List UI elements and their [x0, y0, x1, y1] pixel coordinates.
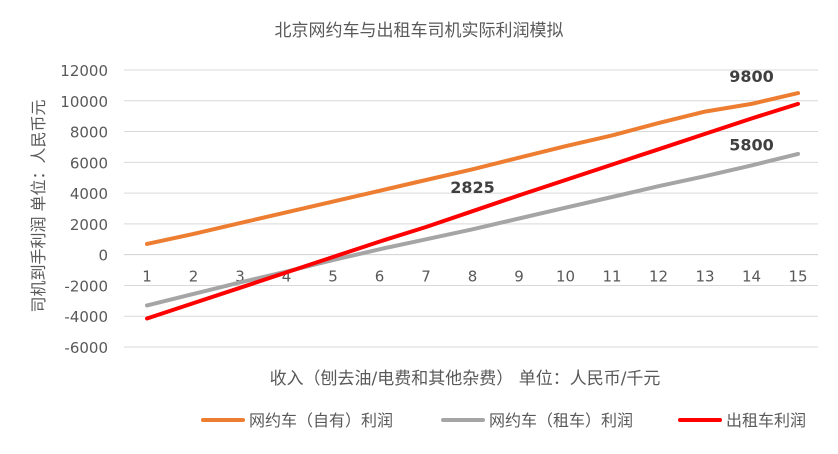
y-tick-label: 12000	[60, 62, 108, 80]
x-tick-label: 14	[742, 268, 761, 286]
x-tick-label: 3	[235, 268, 245, 286]
legend: 网约车（自有）利润 网约车（租车）利润 出租车利润	[201, 411, 806, 430]
x-tick-label: 8	[468, 268, 478, 286]
y-tick-label: -6000	[64, 339, 108, 357]
y-axis-ticks: -6000 -4000 -2000 0 2000 4000 6000 8000 10000 120…	[60, 62, 108, 357]
data-label: 5800	[729, 135, 774, 154]
y-tick-label: 4000	[70, 185, 108, 203]
data-label: 9800	[729, 67, 774, 86]
series-line-1	[145, 91, 800, 246]
x-tick-label: 10	[556, 268, 575, 286]
x-tick-label: 9	[514, 268, 524, 286]
x-tick-label: 5	[328, 268, 338, 286]
x-tick-label: 1	[142, 268, 152, 286]
x-tick-label: 4	[282, 268, 292, 286]
series-line-2	[145, 151, 800, 308]
y-tick-label: -2000	[64, 277, 108, 295]
data-labels: 9800 5800 2825	[450, 67, 774, 197]
legend-label: 网约车（租车）利润	[489, 411, 633, 430]
y-tick-label: -4000	[64, 308, 108, 326]
x-tick-label: 15	[788, 268, 807, 286]
x-axis-label: 收入（刨去油/电费和其他杂费） 单位：人民币/千元	[270, 369, 661, 389]
series-lines	[145, 91, 800, 321]
x-tick-label: 2	[189, 268, 199, 286]
x-tick-label: 13	[695, 268, 714, 286]
legend-label: 网约车（自有）利润	[249, 411, 393, 430]
gridlines	[124, 69, 818, 348]
x-tick-label: 6	[375, 268, 385, 286]
y-tick-label: 6000	[70, 154, 108, 172]
legend-label: 出租车利润	[726, 411, 806, 430]
x-tick-label: 7	[421, 268, 431, 286]
data-label: 2825	[450, 178, 495, 197]
y-tick-label: 8000	[70, 124, 108, 142]
y-tick-label: 0	[98, 247, 108, 265]
y-tick-label: 2000	[70, 216, 108, 234]
y-tick-label: 10000	[60, 93, 108, 111]
chart-title: 北京网约车与出租车司机实际利润模拟	[275, 21, 564, 41]
x-tick-label: 12	[649, 268, 668, 286]
series-line-3	[145, 101, 800, 321]
x-axis-ticks: 1 2 3 4 5 6 7 8 9 10 11 12 13 14 15	[142, 268, 807, 286]
x-tick-label: 11	[602, 268, 621, 286]
y-axis-label: 司机到手利润 单位：人民币元	[29, 99, 48, 312]
